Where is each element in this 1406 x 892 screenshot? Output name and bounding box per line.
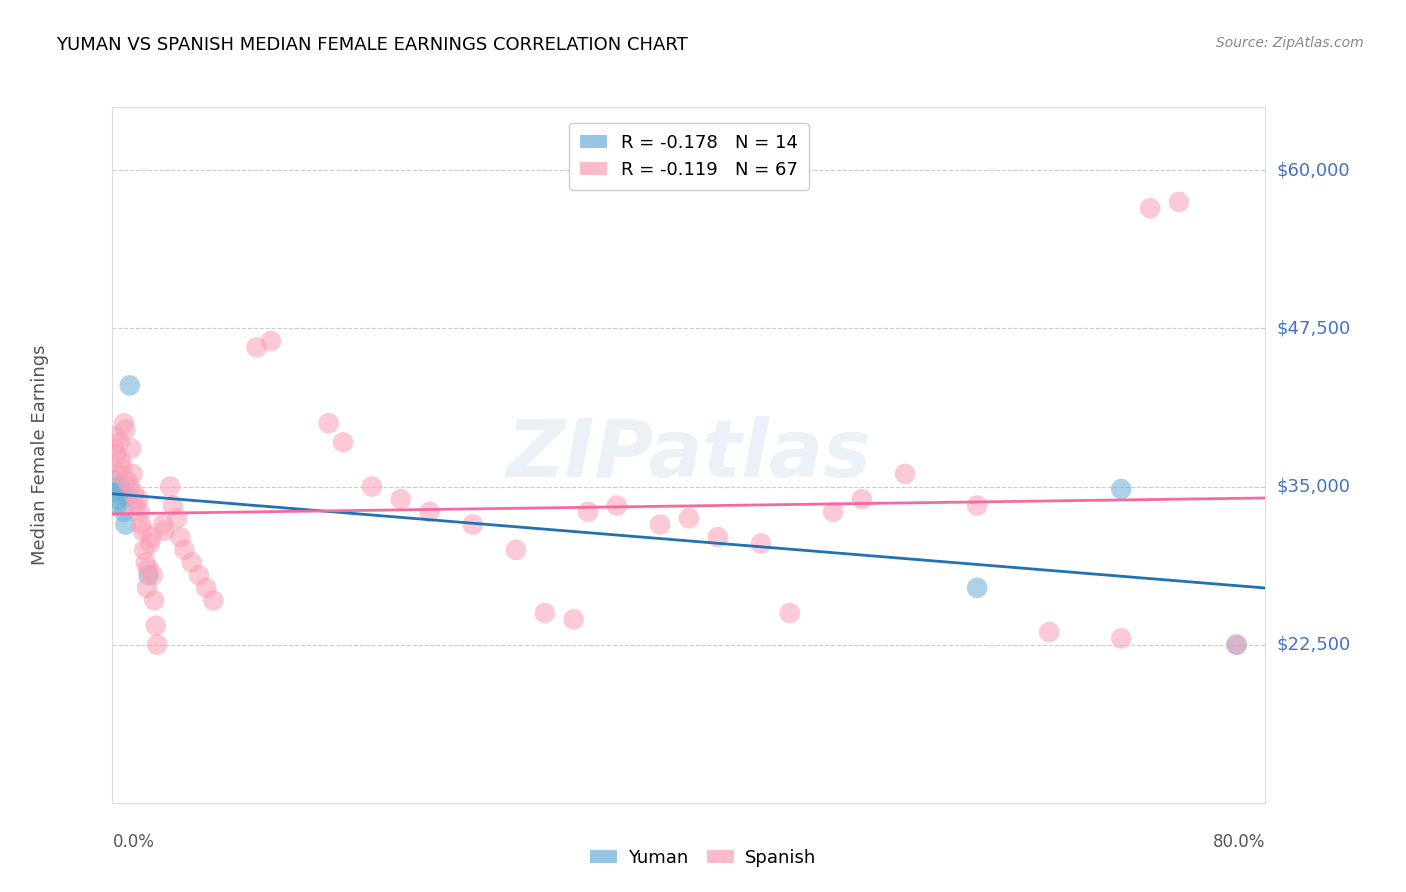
Point [202,593,225,607]
Point [136,581,159,595]
Point [195,581,218,595]
Point [1226,638,1249,652]
Point [118,378,141,392]
Point [173,542,195,557]
Point [360,479,382,493]
Point [1167,194,1189,209]
Text: ZIPatlas: ZIPatlas [506,416,872,494]
Point [143,593,166,607]
Point [110,482,132,496]
Text: 80.0%: 80.0% [1213,833,1265,851]
Point [1226,638,1249,652]
Point [114,423,136,437]
Point [1139,201,1161,215]
Point [108,479,131,493]
Point [851,492,873,507]
Point [169,530,191,544]
Point [966,499,988,513]
Point [821,505,844,519]
Point [128,505,150,519]
Point [103,473,125,487]
Point [389,492,412,507]
Point [122,486,145,500]
Point [115,490,138,504]
Point [419,505,441,519]
Point [648,517,672,532]
Text: $60,000: $60,000 [1277,161,1350,179]
Text: 0.0%: 0.0% [112,833,155,851]
Point [104,486,127,500]
Point [166,511,188,525]
Point [139,536,162,550]
Point [162,499,184,513]
Point [121,467,143,481]
Point [134,542,156,557]
Point [112,505,135,519]
Point [107,467,129,481]
Point [142,568,165,582]
Text: YUMAN VS SPANISH MEDIAN FEMALE EARNINGS CORRELATION CHART: YUMAN VS SPANISH MEDIAN FEMALE EARNINGS … [56,36,688,54]
Point [533,606,555,620]
Point [110,454,132,468]
Point [153,524,176,538]
Text: $47,500: $47,500 [1277,319,1351,337]
Point [779,606,801,620]
Point [118,479,141,493]
Point [138,562,160,576]
Point [188,568,211,582]
Point [894,467,917,481]
Point [606,499,628,513]
Point [129,517,153,532]
Point [138,568,160,582]
Point [132,524,155,538]
Text: Median Female Earnings: Median Female Earnings [31,344,49,566]
Point [576,505,599,519]
Legend: Yuman, Spanish: Yuman, Spanish [583,842,823,874]
Text: $22,500: $22,500 [1277,636,1351,654]
Point [461,517,484,532]
Point [146,638,169,652]
Point [245,340,267,354]
Point [1111,482,1133,496]
Point [120,442,142,456]
Point [1038,625,1060,640]
Point [260,334,283,348]
Point [103,442,125,456]
Point [105,448,128,462]
Point [332,435,354,450]
Point [1111,632,1133,646]
Text: $35,000: $35,000 [1277,477,1351,496]
Point [112,417,135,431]
Point [180,556,202,570]
Point [111,460,134,475]
Point [141,530,163,544]
Text: Source: ZipAtlas.com: Source: ZipAtlas.com [1216,36,1364,50]
Point [108,435,131,450]
Point [104,429,127,443]
Legend: R = -0.178   N = 14, R = -0.119   N = 67: R = -0.178 N = 14, R = -0.119 N = 67 [569,123,808,190]
Point [749,536,772,550]
Point [107,492,129,507]
Point [562,612,585,626]
Point [115,473,138,487]
Point [124,499,146,513]
Point [318,417,340,431]
Point [152,517,174,532]
Point [966,581,988,595]
Point [145,618,167,632]
Point [105,499,128,513]
Point [678,511,700,525]
Point [114,517,136,532]
Point [127,492,149,507]
Point [159,479,181,493]
Point [505,542,527,557]
Point [135,556,157,570]
Point [706,530,728,544]
